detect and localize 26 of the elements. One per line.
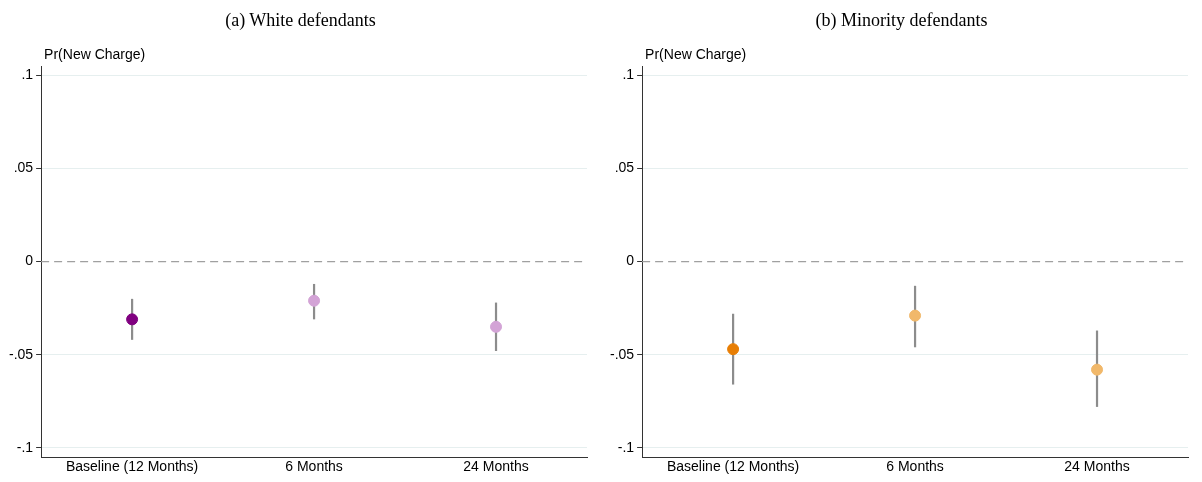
chart-title: (b) Minority defendants <box>814 9 989 32</box>
y-axis-title: Pr(New Charge) <box>645 45 747 62</box>
point <box>1091 363 1104 376</box>
x-tick-label: 6 Months <box>886 458 944 475</box>
x-tick-label: 24 Months <box>463 458 529 475</box>
x-tick-label: Baseline (12 Months) <box>666 458 800 475</box>
y-tick-label: -.05 <box>610 345 635 362</box>
y-axis-title: Pr(New Charge) <box>44 45 146 62</box>
y-tick-label: -.05 <box>9 345 34 362</box>
y-tick-label: .05 <box>614 159 635 176</box>
y-tick-label: .1 <box>622 66 635 83</box>
point <box>308 294 321 307</box>
x-tick-label: 24 Months <box>1064 458 1130 475</box>
chart-title: (a) White defendants <box>224 9 377 32</box>
point <box>727 343 740 356</box>
x-tick-label: 6 Months <box>285 458 343 475</box>
y-tick-label: .1 <box>21 66 34 83</box>
y-tick-label: 0 <box>626 252 635 269</box>
y-tick-label: .05 <box>13 159 34 176</box>
point <box>126 313 139 326</box>
y-tick-label: -.1 <box>617 438 635 455</box>
y-tick-label: 0 <box>25 252 34 269</box>
point <box>490 320 503 333</box>
y-tick-label: -.1 <box>16 438 34 455</box>
point <box>909 309 922 322</box>
x-tick-label: Baseline (12 Months) <box>65 458 199 475</box>
